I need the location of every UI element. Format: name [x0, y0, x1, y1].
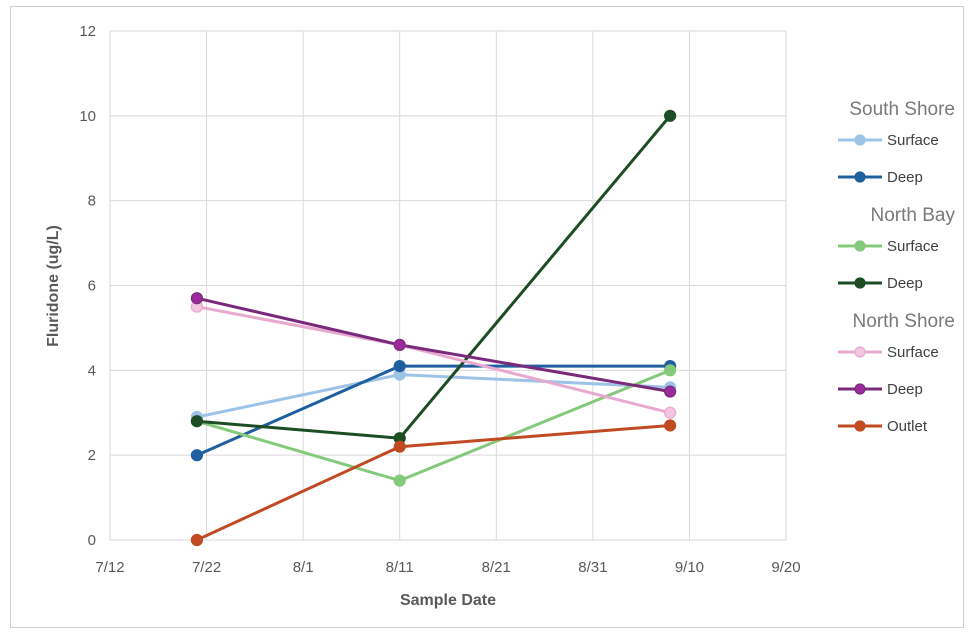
legend-swatch-marker [854, 277, 866, 289]
legend-group-title: North Bay [871, 205, 956, 226]
y-tick-label: 8 [88, 193, 96, 210]
legend: South Shore Surface Deep North Bay Surface De… [838, 99, 955, 435]
x-axis-title: Sample Date [400, 592, 496, 609]
x-tick-label: 8/21 [482, 559, 511, 576]
legend-swatch-marker [854, 346, 866, 358]
x-tick-label: 8/31 [578, 559, 607, 576]
data-point [393, 474, 406, 487]
x-tick-label: 7/22 [192, 559, 221, 576]
data-point [664, 364, 677, 377]
legend-item-label: Surface [887, 238, 939, 255]
data-point [664, 385, 677, 398]
data-point [664, 406, 677, 419]
y-tick-label: 0 [88, 532, 96, 549]
series-points [190, 109, 677, 547]
legend-item-label: Deep [887, 169, 923, 186]
legend-item-label: Surface [887, 344, 939, 361]
legend-swatch-marker [854, 240, 866, 252]
data-point [664, 419, 677, 432]
y-tick-label: 12 [79, 23, 96, 40]
y-axis-title: Fluridone (ug/L) [45, 225, 62, 347]
x-tick-label: 9/10 [675, 559, 704, 576]
series-line [196, 114, 672, 440]
legend-swatch-marker [854, 171, 866, 183]
y-tick-label: 10 [79, 108, 96, 125]
legend-group-title: North Shore [853, 311, 955, 332]
legend-swatch-marker [854, 134, 866, 146]
chart-frame [10, 6, 964, 628]
gridlines [109, 30, 787, 541]
data-point [190, 292, 204, 305]
x-tick-labels: 7/12 7/22 8/1 8/11 8/21 8/31 9/10 9/20 [95, 559, 800, 576]
y-tick-label: 6 [88, 278, 96, 295]
legend-group-title: South Shore [849, 99, 955, 120]
legend-item-label: Deep [887, 275, 923, 292]
data-point [190, 533, 204, 547]
legend-item-label: Deep [887, 381, 923, 398]
legend-swatch-marker [854, 420, 866, 432]
x-tick-label: 9/20 [771, 559, 800, 576]
y-tick-labels: 0 2 4 6 8 10 12 [79, 23, 96, 549]
legend-item-label: Surface [887, 132, 939, 149]
data-point [393, 359, 406, 373]
data-point [190, 449, 204, 462]
data-point [393, 440, 406, 453]
data-point [664, 109, 677, 122]
legend-swatch-marker [854, 383, 866, 395]
x-tick-label: 8/11 [386, 559, 414, 576]
legend-item-label: Outlet [887, 418, 928, 435]
x-tick-label: 7/12 [95, 559, 124, 576]
y-tick-label: 2 [88, 447, 96, 464]
data-point [393, 338, 406, 351]
x-tick-label: 8/1 [293, 559, 314, 576]
data-point [190, 415, 204, 428]
y-tick-label: 4 [88, 362, 96, 379]
series-lines [196, 114, 672, 542]
